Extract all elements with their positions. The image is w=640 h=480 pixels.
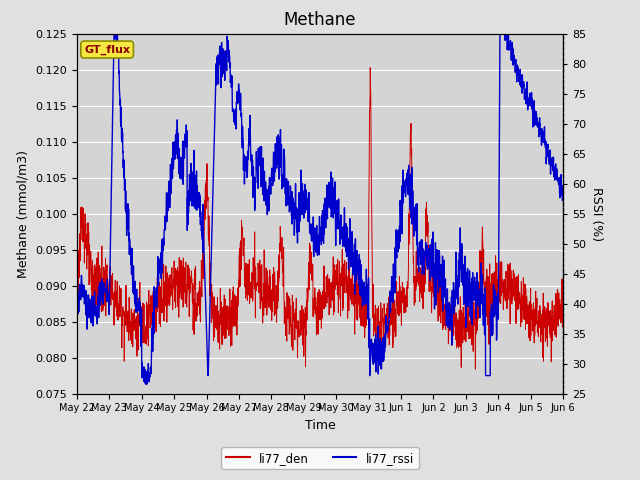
Y-axis label: RSSI (%): RSSI (%) (590, 187, 603, 240)
Title: Methane: Methane (284, 11, 356, 29)
Y-axis label: Methane (mmol/m3): Methane (mmol/m3) (17, 150, 30, 277)
Text: GT_flux: GT_flux (84, 44, 130, 55)
X-axis label: Time: Time (305, 419, 335, 432)
Legend: li77_den, li77_rssi: li77_den, li77_rssi (221, 447, 419, 469)
